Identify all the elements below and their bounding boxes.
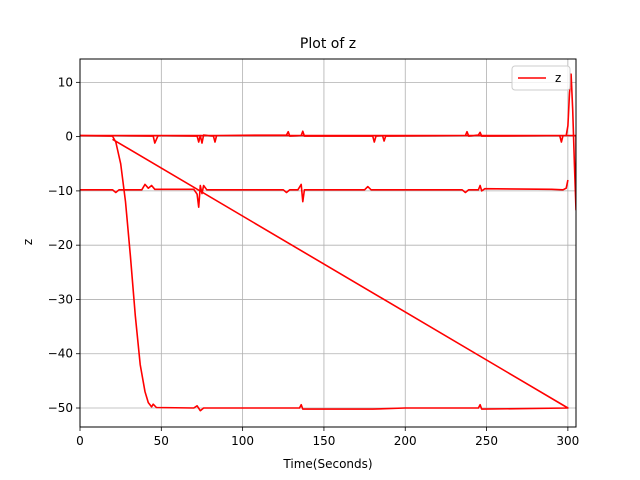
x-tick-label: 150: [312, 434, 335, 448]
series-line-2: [80, 179, 569, 208]
legend-entry: z: [555, 71, 561, 85]
y-tick-label: 0: [65, 130, 73, 144]
y-tick-label: −50: [48, 401, 73, 415]
y-tick-label: −20: [48, 238, 73, 252]
y-axis-label: z: [21, 239, 35, 245]
y-tick-label: −10: [48, 184, 73, 198]
x-axis-label: Time(Seconds): [282, 457, 372, 471]
chart-title: Plot of z: [300, 36, 356, 52]
x-tick-label: 50: [154, 434, 169, 448]
x-tick-label: 300: [556, 434, 579, 448]
legend: z: [511, 65, 571, 91]
y-tick-label: 10: [58, 75, 73, 89]
x-tick-label: 100: [231, 434, 254, 448]
series-line-1: [80, 73, 576, 211]
series-layer: [80, 73, 576, 412]
y-tick-label: −40: [48, 347, 73, 361]
x-tick-label: 0: [76, 434, 84, 448]
x-axis-ticks: 0 50 100 150 200 250 300: [76, 427, 579, 448]
y-axis-ticks: −50 −40 −30 −20 −10 0 10: [48, 75, 80, 415]
plot-area-frame: [79, 58, 577, 428]
x-tick-label: 250: [475, 434, 498, 448]
grid: [79, 59, 576, 427]
y-tick-label: −30: [48, 292, 73, 306]
series-line-3: [80, 134, 569, 412]
x-tick-label: 200: [394, 434, 417, 448]
